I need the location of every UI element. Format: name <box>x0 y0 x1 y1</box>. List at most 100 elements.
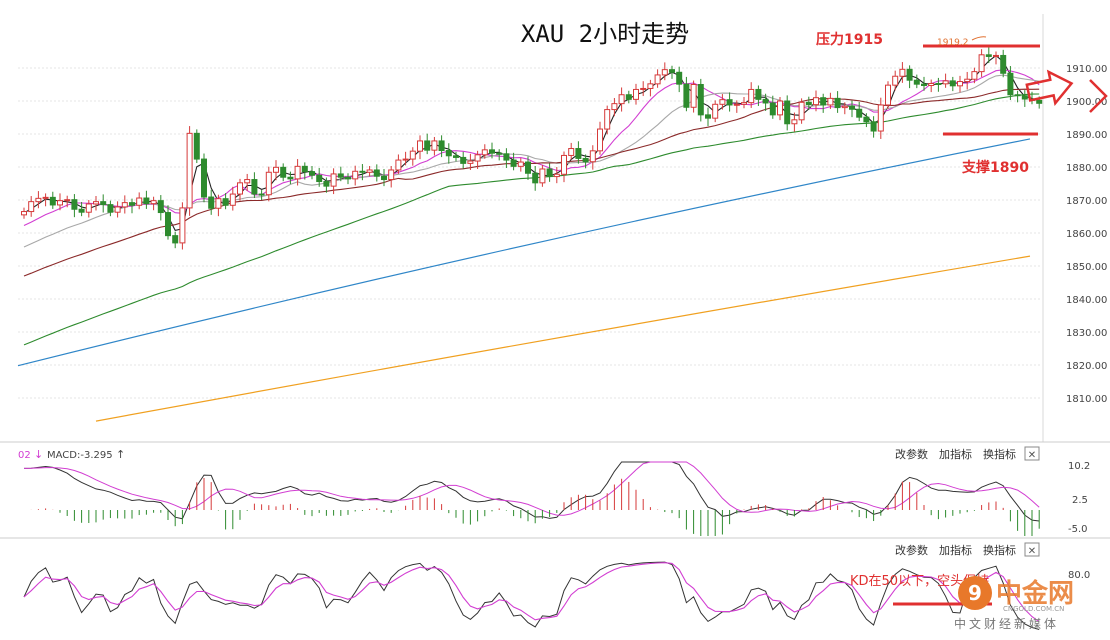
candle-body <box>359 170 366 173</box>
candle-body <box>165 212 171 237</box>
candle-body <box>323 181 330 187</box>
price-axis: 1910.00 1900.00 1890.00 1880.00 1870.00 1860.… <box>1042 14 1107 442</box>
watermark: 9 中金网 CNGOLD.COM.CN 中文财经新媒体 <box>954 576 1074 631</box>
candle-body <box>481 149 488 156</box>
kd-k-line <box>23 561 1040 630</box>
macd-tick-label: -5.0 <box>1068 524 1088 535</box>
candle-body <box>474 154 481 162</box>
candle-body <box>273 166 279 173</box>
candle-body <box>179 207 186 244</box>
kd-switch-indicator-button[interactable]: 换指标 <box>983 543 1016 557</box>
candle-body <box>136 197 143 206</box>
candle-body <box>280 166 287 178</box>
ma-line-orange <box>95 255 1031 422</box>
y-tick-label: 1900.00 <box>1066 97 1107 108</box>
candle-body <box>294 165 301 180</box>
candle-body <box>453 155 459 158</box>
candle-body <box>107 204 114 213</box>
candle-body <box>697 84 704 116</box>
candle-body <box>539 168 546 184</box>
resistance-annotation: 压力1915 1919.2 <box>816 31 1040 48</box>
candle-body <box>35 197 42 203</box>
candle-body <box>431 140 438 151</box>
candle-body <box>85 203 92 213</box>
candle-body <box>561 154 567 175</box>
support-label: 支撑1890 <box>961 159 1029 176</box>
candle-body <box>1014 94 1021 97</box>
candle-body <box>244 179 251 184</box>
macd-lines <box>23 461 1040 522</box>
close-icon: ✕ <box>1028 546 1036 557</box>
candle-body <box>849 105 855 110</box>
candle-body <box>661 69 668 76</box>
candle-body <box>813 97 819 106</box>
y-tick-label: 1810.00 <box>1066 394 1107 405</box>
kd-close-button[interactable]: ✕ <box>1024 542 1040 557</box>
close-icon: ✕ <box>1028 450 1036 461</box>
candle-body <box>633 88 639 100</box>
candle-body <box>143 197 150 205</box>
macd-switch-indicator-button[interactable]: 换指标 <box>983 447 1016 461</box>
ma-line-blue <box>17 138 1031 367</box>
candle-body <box>215 198 222 209</box>
ma-line-medium <box>23 74 1040 248</box>
candle-body <box>726 99 733 106</box>
macd-edit-params-button[interactable]: 改参数 <box>895 447 928 461</box>
macd-close-button[interactable]: ✕ <box>1024 446 1040 461</box>
candle-body <box>424 140 431 151</box>
candle-body <box>553 173 560 178</box>
candle-body <box>791 119 798 125</box>
candle-body <box>129 202 135 206</box>
kd-d-line <box>23 562 1040 623</box>
candle-body <box>388 169 395 181</box>
candle-body <box>208 196 215 209</box>
candle-body <box>381 175 387 181</box>
y-tick-label: 1840.00 <box>1066 295 1107 306</box>
candle-body <box>186 132 193 209</box>
candle-body <box>928 83 935 86</box>
candle-body <box>309 171 315 176</box>
candle-body <box>395 159 402 171</box>
candle-body <box>49 196 56 206</box>
y-tick-label: 1850.00 <box>1066 262 1107 273</box>
macd-histogram <box>30 478 1040 536</box>
candle-body <box>150 200 157 205</box>
candle-body <box>748 88 755 104</box>
candle-body <box>64 199 71 202</box>
kd-add-indicator-button[interactable]: 加指标 <box>939 543 972 557</box>
candle-body <box>438 140 445 151</box>
y-tick-label: 1890.00 <box>1066 130 1107 141</box>
macd-add-indicator-button[interactable]: 加指标 <box>939 447 972 461</box>
candle-body <box>496 152 503 155</box>
candle-body <box>157 200 164 214</box>
candle-body <box>316 174 323 183</box>
price-grid <box>18 67 1042 399</box>
ma-line-short <box>23 69 1040 226</box>
support-annotation: 支撑1890 <box>943 132 1038 176</box>
y-tick-label: 1910.00 <box>1066 64 1107 75</box>
candle-body <box>57 200 63 206</box>
macd-tick-label: 2.5 <box>1072 495 1088 506</box>
candle-body <box>820 97 827 106</box>
candle-body <box>172 235 179 244</box>
candle-body <box>978 54 985 73</box>
candle-body <box>510 159 517 167</box>
candle-body <box>604 109 611 130</box>
ma-line-60 <box>23 93 1040 346</box>
candle-body <box>301 165 308 173</box>
macd-tick-label: 10.2 <box>1068 461 1090 472</box>
candle-body <box>201 158 207 198</box>
kd-edit-params-button[interactable]: 改参数 <box>895 543 928 557</box>
candlestick-series <box>21 47 1043 250</box>
candle-body <box>1036 99 1043 104</box>
macd-dif-line <box>23 461 1040 522</box>
candle-body <box>445 150 452 157</box>
y-tick-label: 1820.00 <box>1066 361 1107 372</box>
candle-body <box>856 108 863 118</box>
candle-body <box>654 74 661 85</box>
y-tick-label: 1830.00 <box>1066 328 1107 339</box>
candle-body <box>237 182 243 195</box>
candle-body <box>942 80 949 85</box>
candle-body <box>762 98 769 104</box>
